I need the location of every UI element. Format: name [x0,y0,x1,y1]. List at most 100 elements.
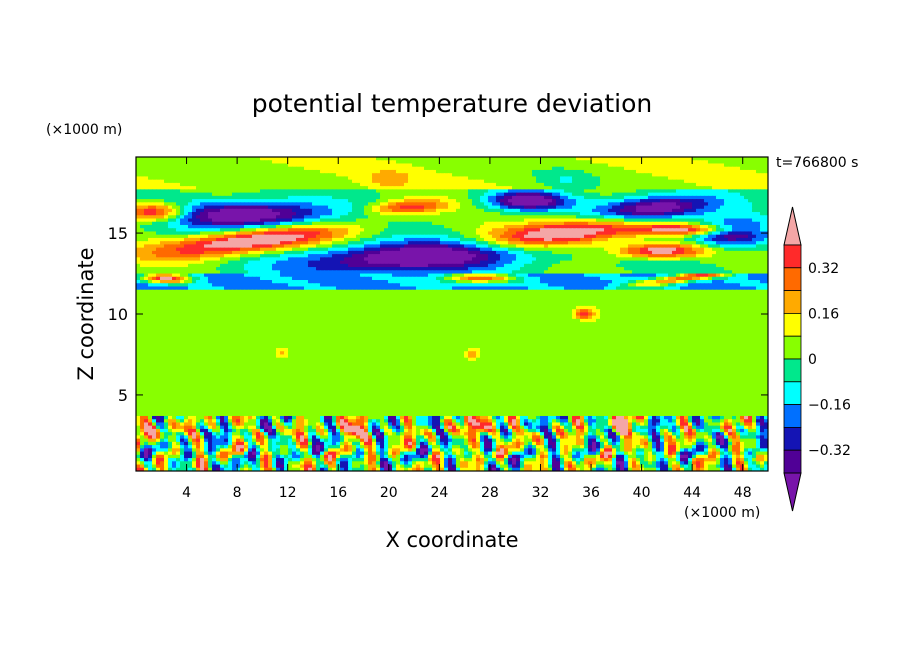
contour-cell [224,176,229,181]
contour-cell [172,182,177,187]
contour-cell [252,163,257,168]
contour-cell [240,173,245,178]
contour-cell [320,157,325,161]
contour-cell [600,160,605,165]
contour-cell [744,166,749,171]
contour-cell [456,182,461,187]
contour-cell [504,169,509,174]
contour-cell [744,176,749,181]
contour-cell [400,163,405,168]
contour-cell [728,169,733,174]
contour-cell [444,176,449,181]
contour-cell [640,182,645,187]
contour-cell [428,179,433,184]
contour-cell [520,163,525,168]
contour-cell [364,173,369,178]
contour-cell [616,173,621,178]
contour-cell [344,160,349,165]
contour-cell [756,176,761,181]
contour-cell [764,173,768,178]
contour-cell [196,157,201,161]
contour-cell [620,166,625,171]
contour-cell [592,163,597,168]
contour-cell [568,182,573,187]
contour-cell [752,160,757,165]
contour-cell [264,169,269,174]
contour-cell [268,169,273,174]
contour-cell [196,166,201,171]
contour-cell [344,166,349,171]
contour-cell [300,176,305,181]
contour-cell [308,186,313,190]
contour-cell [700,166,705,171]
contour-cell [192,186,197,190]
contour-cell [196,163,201,168]
contour-cell [400,166,405,171]
contour-cell [528,179,533,184]
contour-cell [228,182,233,187]
contour-cell [324,166,329,171]
contour-cell [752,163,757,168]
contour-cell [552,176,557,181]
contour-cell [284,179,289,184]
contour-cell [644,173,649,178]
contour-cell [204,169,209,174]
contour-cell [308,163,313,168]
contour-cell [140,157,145,161]
contour-cell [588,169,593,174]
contour-cell [728,160,733,165]
contour-cell [156,176,161,181]
contour-cell [548,182,553,187]
contour-cell [568,160,573,165]
contour-cell [584,157,589,161]
contour-cell [696,173,701,178]
contour-cell [292,157,297,161]
contour-cell [312,166,317,171]
contour-cell [636,179,641,184]
contour-cell [308,173,313,178]
contour-cell [704,176,709,181]
contour-cell [424,160,429,165]
contour-cell [148,160,153,165]
contour-cell [292,179,297,184]
contour-cell [484,163,489,168]
contour-cell [736,157,741,161]
contour-cell [324,176,329,181]
contour-cell [700,169,705,174]
contour-cell [632,182,637,187]
contour-cell [744,163,749,168]
contour-cell [712,166,717,171]
contour-cell [556,179,561,184]
contour-cell [284,176,289,181]
contour-cell [684,160,689,165]
contour-cell [460,163,465,168]
contour-cell [568,173,573,178]
contour-cell [468,179,473,184]
contour-cell [536,182,541,187]
contour-cell [372,173,377,178]
contour-cell [192,179,197,184]
contour-cell [436,166,441,171]
contour-cell [456,163,461,168]
contour-cell [456,176,461,181]
contour-cell [260,160,265,165]
contour-cell [280,157,285,161]
contour-cell [252,182,257,187]
contour-cell [344,176,349,181]
contour-cell [472,173,477,178]
contour-cell [568,166,573,171]
contour-cell [396,182,401,187]
contour-cell [624,176,629,181]
contour-cell [580,169,585,174]
contour-cell [696,182,701,187]
contour-cell [384,163,389,168]
contour-cell [724,160,729,165]
contour-cell [248,169,253,174]
contour-cell [580,163,585,168]
contour-cell [296,182,301,187]
contour-cell [700,176,705,181]
y-unit-label: (×1000 m) [46,122,122,138]
contour-cell [628,166,633,171]
contour-cell [492,179,497,184]
contour-cell [200,179,205,184]
